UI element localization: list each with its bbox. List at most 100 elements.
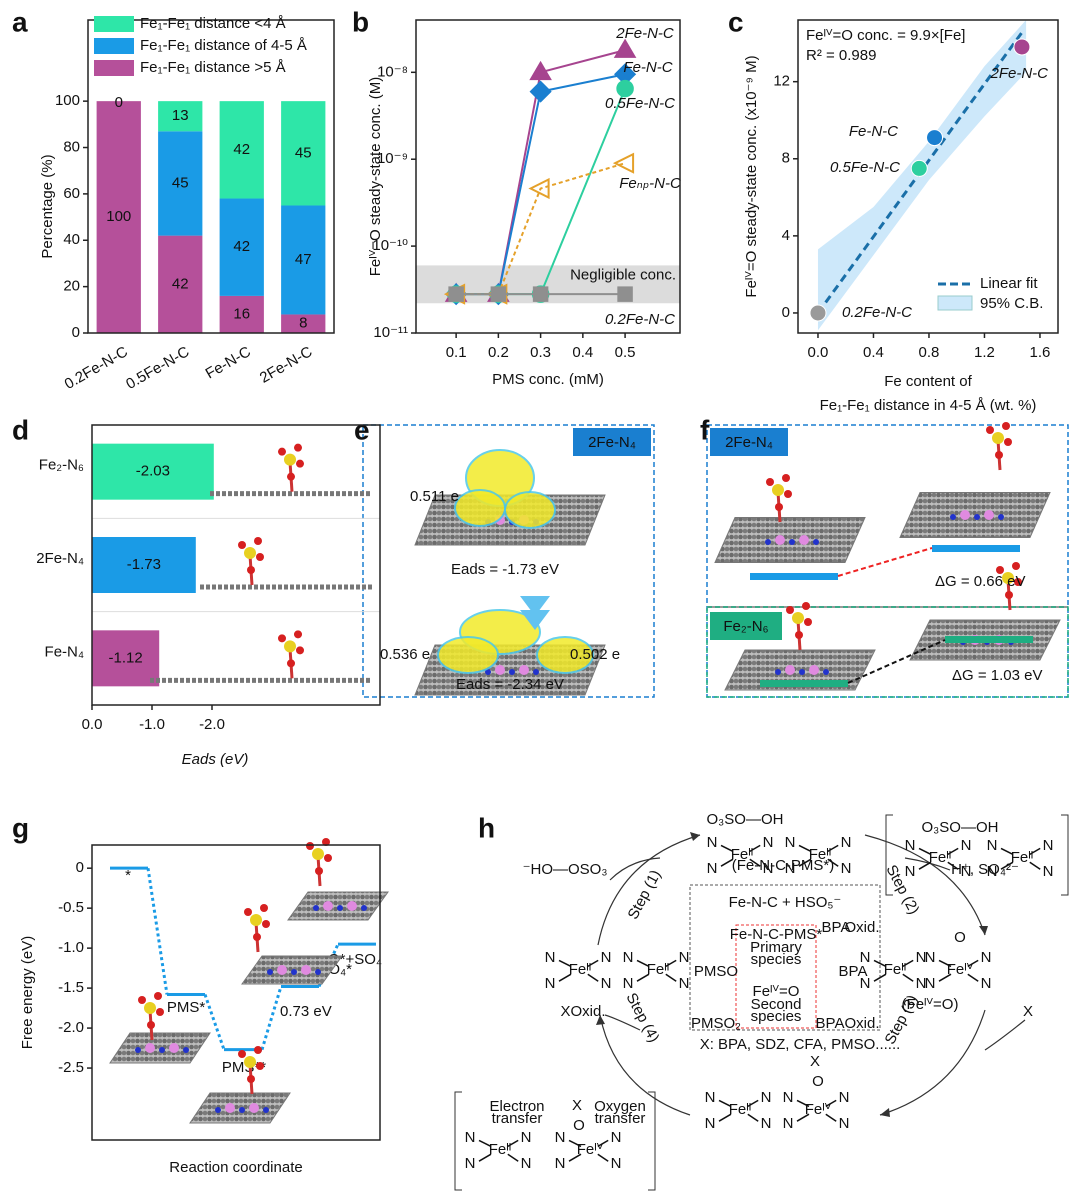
data-label: 42 bbox=[233, 238, 250, 255]
y-tick-label: Fe₂-N₆ bbox=[39, 457, 84, 474]
x-tick-label: 1.2 bbox=[974, 344, 995, 361]
o-atom bbox=[1012, 562, 1020, 570]
tag bbox=[710, 612, 782, 640]
ligand: N bbox=[783, 1089, 794, 1106]
annotation: R² = 0.989 bbox=[806, 47, 876, 64]
marker bbox=[528, 177, 550, 200]
bond bbox=[558, 959, 572, 968]
ligand: N bbox=[839, 1115, 850, 1132]
panel-label: g bbox=[12, 812, 29, 843]
ligand: N bbox=[785, 860, 796, 877]
bond bbox=[796, 1113, 810, 1122]
x-tick-label: 0.3 bbox=[530, 344, 551, 361]
marker bbox=[617, 286, 633, 302]
scheme-text: X bbox=[1023, 1003, 1033, 1020]
scheme-text: Oxid. bbox=[844, 919, 879, 936]
ligand: N bbox=[987, 837, 998, 854]
marker bbox=[613, 38, 637, 58]
bond bbox=[568, 1139, 582, 1148]
data-label: -2.03 bbox=[136, 463, 170, 480]
o-atom bbox=[138, 996, 146, 1004]
level bbox=[750, 573, 838, 580]
x-tick-label: 0.1 bbox=[446, 344, 467, 361]
bond bbox=[918, 861, 932, 870]
ligand: N bbox=[623, 975, 634, 992]
x-tick-label: 0.4 bbox=[863, 344, 884, 361]
bar-segment bbox=[158, 131, 203, 236]
o-atom bbox=[766, 478, 774, 486]
fe-atom bbox=[809, 665, 819, 675]
n-atom bbox=[813, 539, 819, 545]
x-axis-label: Eads (eV) bbox=[182, 751, 249, 768]
o-atom bbox=[786, 606, 794, 614]
x-tick-label: 0.5 bbox=[615, 344, 636, 361]
bond bbox=[747, 1099, 759, 1108]
o-atom bbox=[322, 838, 330, 846]
y-tick-label: 100 bbox=[55, 92, 80, 109]
panel-f-box bbox=[706, 424, 1069, 698]
panel-f-box2 bbox=[706, 606, 1069, 698]
marker bbox=[532, 286, 549, 302]
o-atom bbox=[795, 631, 803, 639]
plot-frame bbox=[91, 844, 381, 1141]
ligand: N bbox=[925, 975, 936, 992]
legend-label: 95% C.B. bbox=[980, 295, 1043, 312]
n-atom bbox=[998, 514, 1004, 520]
arrow bbox=[984, 1019, 1026, 1051]
delta-g: ΔG = 0.66 eV bbox=[935, 573, 1026, 590]
panel-label: a bbox=[12, 6, 28, 37]
o-atom bbox=[782, 474, 790, 482]
s-atom bbox=[284, 640, 296, 653]
arrowheads bbox=[596, 832, 988, 1117]
scheme-text: O₃SO—OH bbox=[707, 811, 784, 828]
connector bbox=[847, 639, 946, 684]
legend-swatch bbox=[94, 38, 134, 54]
ligand: N bbox=[763, 860, 774, 877]
panel-label: h bbox=[478, 812, 495, 843]
level bbox=[932, 545, 1020, 552]
ligand: N bbox=[916, 949, 927, 966]
arrow bbox=[864, 834, 986, 936]
arrowhead bbox=[690, 832, 700, 841]
y-axis-label: Free energy (eV) bbox=[19, 936, 36, 1049]
n-atom bbox=[950, 514, 956, 520]
y-tick-label: 10⁻⁹ bbox=[377, 150, 408, 167]
bond bbox=[798, 858, 812, 867]
band-label: Negligible conc. bbox=[570, 266, 676, 283]
bond bbox=[636, 973, 650, 982]
o-atom bbox=[278, 634, 286, 643]
scheme-text: O bbox=[573, 1117, 585, 1134]
bond bbox=[967, 973, 979, 982]
bond bbox=[636, 959, 650, 968]
ligand: N bbox=[555, 1129, 566, 1146]
bond bbox=[587, 959, 599, 968]
arrow bbox=[597, 834, 701, 946]
bond bbox=[718, 1099, 732, 1108]
scheme-text: Oxid. bbox=[844, 1015, 879, 1032]
bond bbox=[478, 1139, 492, 1148]
data-label: 13 bbox=[172, 107, 189, 124]
down-arrow bbox=[520, 596, 550, 616]
x-tick-label: -2.0 bbox=[199, 716, 225, 733]
bond bbox=[587, 973, 599, 982]
point-label: 0.2Fe-N-C bbox=[842, 304, 912, 321]
y-tick-label: 80 bbox=[63, 138, 80, 155]
n-atom bbox=[337, 905, 343, 911]
panel-e-box bbox=[362, 424, 655, 698]
x-tick-label: 1.6 bbox=[1030, 344, 1051, 361]
y-tick-label: 12 bbox=[773, 73, 790, 90]
o-atom bbox=[1014, 578, 1022, 586]
charge: 0.502 e bbox=[570, 646, 620, 663]
arrow bbox=[609, 857, 661, 881]
fe-atom bbox=[799, 535, 809, 545]
o-atom bbox=[287, 659, 295, 668]
o-atom bbox=[996, 566, 1004, 574]
x-tick-label: 0.4 bbox=[572, 344, 593, 361]
bond bbox=[720, 858, 734, 867]
tag-label: Fe₂-N₆ bbox=[723, 618, 768, 635]
ligand: N bbox=[707, 834, 718, 851]
point-label: 2Fe-N-C bbox=[989, 65, 1048, 82]
y-tick-label: 8 bbox=[782, 150, 790, 167]
n-atom bbox=[775, 669, 781, 675]
bond bbox=[827, 844, 839, 853]
